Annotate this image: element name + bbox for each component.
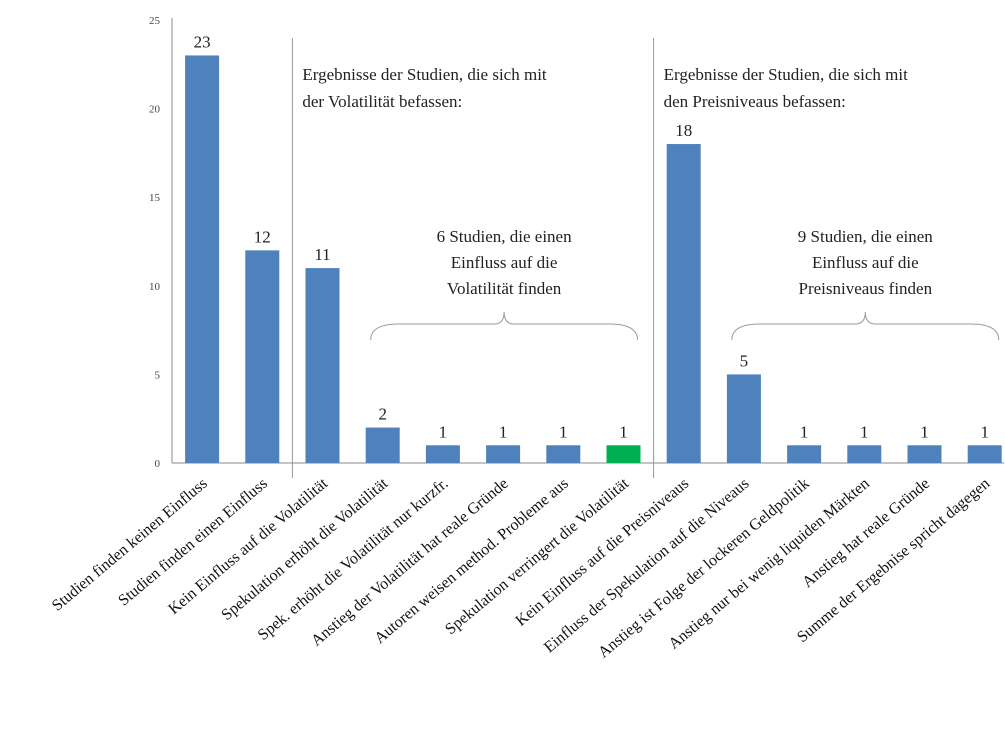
bar — [666, 144, 701, 464]
brace — [731, 311, 1000, 341]
bar-value-label: 5 — [740, 351, 749, 370]
brace-note-line: 6 Studien, die einen — [437, 227, 573, 246]
brace-note-line: 9 Studien, die einen — [798, 227, 934, 246]
bar — [606, 445, 641, 463]
y-tick-label: 25 — [149, 15, 161, 27]
bar — [185, 55, 220, 463]
section-note-line: Ergebnisse der Studien, die sich mit — [302, 65, 547, 84]
bar — [967, 445, 1002, 463]
section-separators — [291, 38, 655, 478]
section-note-line: Ergebnisse der Studien, die sich mit — [664, 65, 909, 84]
y-tick-label: 0 — [155, 458, 161, 470]
bar — [546, 445, 581, 463]
bar-value-label: 1 — [439, 422, 448, 441]
bars — [185, 55, 1002, 464]
section-note-line: der Volatilität befassen: — [302, 92, 462, 111]
y-tick-label: 10 — [149, 281, 161, 293]
bar-value-label: 18 — [675, 121, 692, 140]
section-note-line: den Preisniveaus befassen: — [664, 92, 846, 111]
bar — [486, 445, 521, 463]
bar-value-label: 1 — [499, 422, 508, 441]
bar-value-label: 1 — [559, 422, 568, 441]
brace-note-line: Einfluss auf die — [451, 253, 558, 272]
bar-value-label: 11 — [314, 245, 330, 264]
brace-note-line: Preisniveaus finden — [798, 279, 932, 298]
bar-value-label: 1 — [619, 422, 628, 441]
bar-value-label: 1 — [860, 422, 869, 441]
bar — [907, 445, 942, 463]
bar-value-label: 2 — [378, 405, 387, 424]
brace-note-line: Volatilität finden — [447, 279, 562, 298]
y-tick-label: 20 — [149, 104, 161, 116]
bar — [425, 445, 460, 463]
bar-value-label: 1 — [980, 422, 989, 441]
bar-value-label: 23 — [194, 32, 211, 51]
brace — [370, 311, 638, 341]
bar — [305, 268, 340, 463]
y-tick-label: 15 — [149, 192, 161, 204]
y-tick-label: 5 — [155, 369, 161, 381]
annotations: Ergebnisse der Studien, die sich mit der … — [302, 65, 1000, 341]
brace-note-line: Einfluss auf die — [812, 253, 919, 272]
bar-value-label: 1 — [920, 422, 929, 441]
bar-value-label: 1 — [800, 422, 809, 441]
bar — [787, 445, 822, 463]
bar — [245, 250, 280, 463]
bar — [847, 445, 882, 463]
bar — [365, 427, 400, 463]
bar — [726, 374, 761, 463]
category-label: Anstieg ist Folge der lockeren Geldpolit… — [595, 475, 813, 661]
bar-value-label: 12 — [254, 227, 271, 246]
